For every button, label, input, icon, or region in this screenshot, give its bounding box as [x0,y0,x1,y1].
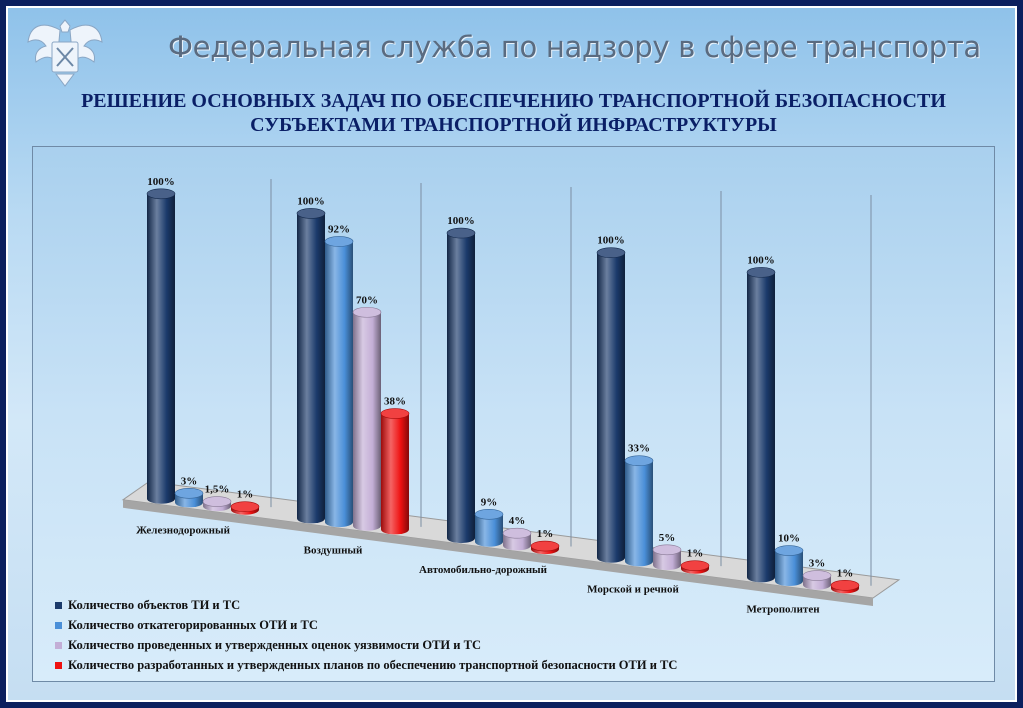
bar-top [230,501,260,513]
legend-item: Количество проведенных и утвержденных оц… [55,635,677,655]
bar [746,267,776,583]
data-label: 100% [747,254,775,266]
bar-top [474,508,504,520]
category-label: Метрополитен [746,603,820,615]
bar [324,236,354,528]
bar [502,527,532,551]
bar [530,540,560,555]
bar-top [596,247,626,259]
bar-top [830,580,860,591]
bar-top [502,527,532,539]
bar-top [446,227,476,239]
bar [652,544,682,571]
bar-top [746,267,776,278]
legend-item: Количество откатегорированных ОТИ и ТС [55,615,677,635]
slide-title-line-2: СУБЪЕКТАМИ ТРАНСПОРТНОЙ ИНФРАСТРУКТУРЫ [250,114,777,136]
bar [830,580,860,594]
chart-legend: Количество объектов ТИ и ТС Количество о… [55,595,677,675]
bar-body [325,241,353,528]
bar [624,455,654,567]
bar [680,560,710,574]
legend-item: Количество разработанных и утвержденных … [55,655,677,675]
data-label: 70% [356,294,378,306]
bar-body [147,193,175,504]
bar-top [146,188,176,200]
bar-body [447,233,475,544]
bar-top [296,208,326,219]
data-label: 1,5% [205,484,230,496]
bar-body [297,213,325,524]
agency-name: Федеральная служба по надзору в сфере тр… [168,30,981,64]
chart-floor-edge [123,499,873,607]
bar [202,496,232,512]
bar [596,247,626,563]
data-label: 100% [597,235,625,247]
legend-swatch [55,661,62,669]
bar [174,487,204,508]
category-label: Воздушный [304,544,363,556]
data-label: 3% [809,558,826,570]
bar-top [652,544,682,556]
legend-label: Количество объектов ТИ и ТС [68,597,241,612]
bar-body [625,460,653,567]
bar-body [381,413,409,535]
data-label: 1% [537,528,554,540]
legend-item: Количество объектов ТИ и ТС [55,595,677,615]
bar [296,208,326,524]
bar-chart: 100% 3% 1,5% 1% 100% 92% 70% 38% 100% 9% 4% 1% 100% 3… [121,176,901,615]
bar-top [174,487,204,499]
bar [352,306,382,531]
data-label: 1% [837,567,854,579]
bar [230,501,260,515]
bar [774,545,804,587]
data-label: 38% [384,396,406,408]
legend-label: Количество проведенных и утвержденных оц… [68,637,481,652]
data-label: 5% [659,532,676,544]
legend-swatch [55,641,62,649]
data-label: 100% [447,215,475,227]
category-label: Железнодорожный [136,525,231,537]
data-label: 1% [237,489,254,501]
data-label: 100% [297,195,325,207]
bar [446,227,476,544]
category-label: Автомобильно-дорожный [419,564,548,576]
bar-top [324,236,354,247]
data-label: 100% [147,176,175,188]
bar-top [202,496,232,507]
bar-top [380,408,410,419]
bar-top [352,306,382,318]
legend-label: Количество разработанных и утвержденных … [68,657,678,672]
bar-body [653,549,681,571]
bar [380,408,410,535]
data-label: 4% [509,515,526,527]
bar-top [802,570,832,581]
chart-panel: 100% 3% 1,5% 1% 100% 92% 70% 38% 100% 9% 4% 1% 100% 3… [32,146,995,682]
category-label: Морской и речной [587,584,679,596]
data-label: 10% [778,533,800,545]
bar-top [530,540,560,552]
legend-swatch [55,621,62,629]
bar [474,508,504,547]
bar-top [624,455,654,467]
data-label: 9% [481,496,498,508]
data-label: 92% [328,223,350,235]
legend-swatch [55,601,62,609]
bar-body [353,312,381,531]
data-label: 33% [628,443,650,455]
bar [802,570,832,590]
data-label: 3% [181,475,198,487]
bar-body [475,514,503,547]
legend-label: Количество откатегорированных ОТИ и ТС [68,617,318,632]
slide-title-line-1: РЕШЕНИЕ ОСНОВНЫХ ЗАДАЧ ПО ОБЕСПЕЧЕНИЮ ТР… [81,90,946,112]
bar [146,188,176,504]
bar-top [680,560,710,571]
bar-body [775,550,803,587]
bar-body [747,272,775,583]
data-label: 1% [687,548,704,560]
slide: Федеральная служба по надзору в сфере тр… [6,6,1017,702]
bar-body [597,252,625,563]
eagle-emblem-icon [27,19,103,87]
bar-top [774,545,804,556]
